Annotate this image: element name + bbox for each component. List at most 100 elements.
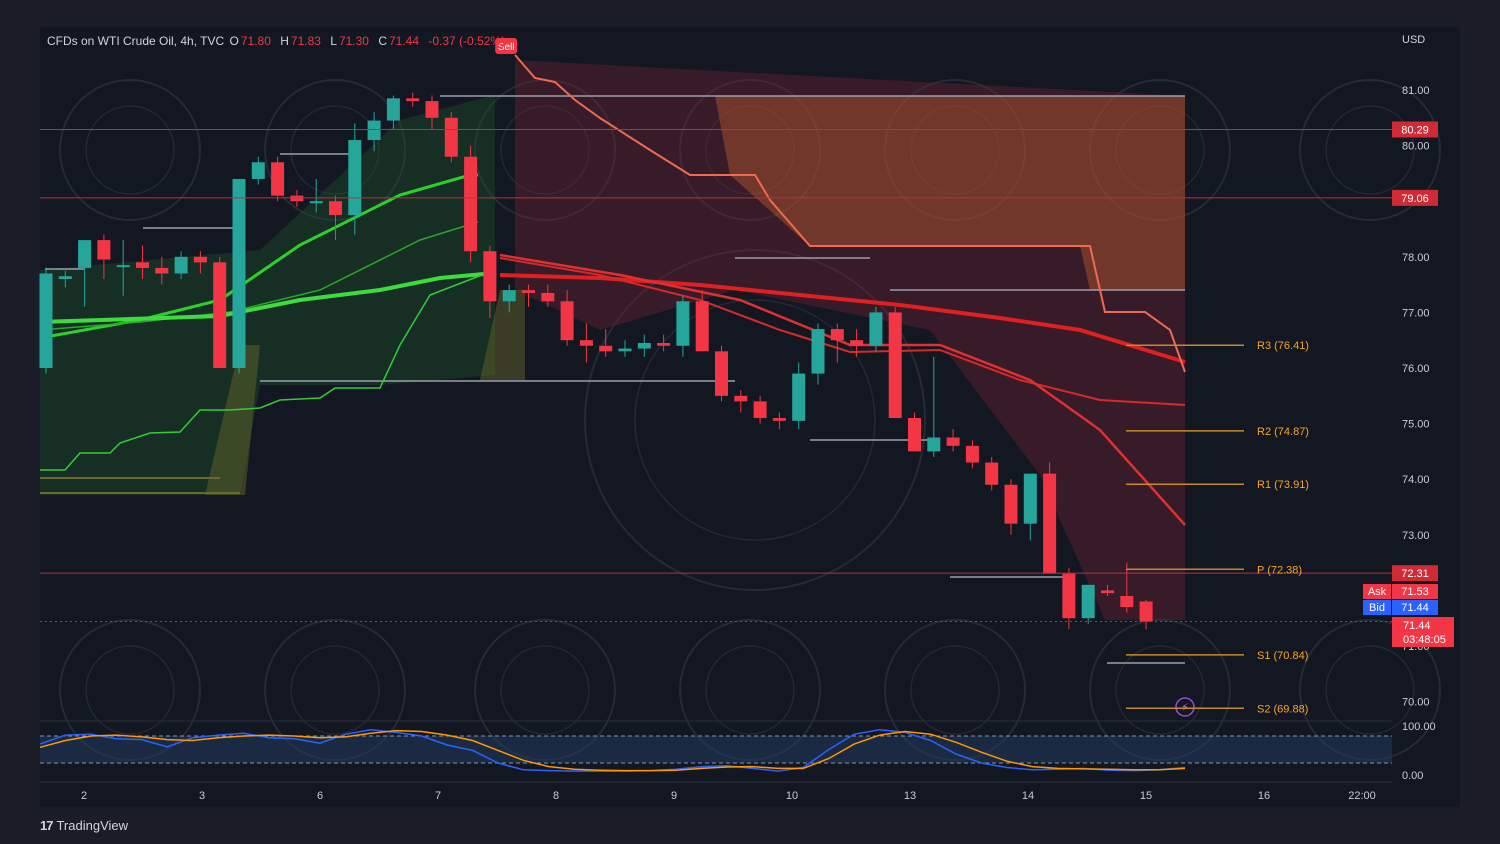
change-value: -0.37 (-0.52%) xyxy=(428,34,506,48)
pivot-label-r2: R2 (74.87) xyxy=(1257,426,1309,438)
candle-body xyxy=(271,162,285,196)
watermark-ring-inner xyxy=(290,105,380,195)
ema-slow-green-line xyxy=(39,271,496,324)
candle-body xyxy=(869,312,883,346)
watermark-ring xyxy=(884,79,1026,221)
bid-tag-label: Bid xyxy=(1369,602,1385,614)
candle-body xyxy=(657,342,671,346)
candle-body xyxy=(676,301,690,346)
candle-body xyxy=(734,395,748,402)
candle-body xyxy=(1139,601,1153,622)
oscillator-d-line xyxy=(39,729,1186,772)
oscillator-band xyxy=(40,736,1392,763)
watermark-ring-inner xyxy=(910,105,1000,195)
ask-price-box xyxy=(1392,584,1438,599)
countdown-timer: 03:48:05 xyxy=(1403,634,1446,646)
candle-body xyxy=(599,345,613,352)
candle-body xyxy=(560,301,574,341)
x-tick-label: 3 xyxy=(199,790,205,802)
olive-zone-2 xyxy=(205,345,260,495)
watermark-ring-inner xyxy=(500,645,590,735)
oscillator-pane: 100.00 0.00 xyxy=(39,720,1436,782)
candle-body xyxy=(850,340,864,346)
watermark-ring xyxy=(59,79,201,221)
candle-body xyxy=(464,156,478,252)
pivot-label-r1: R1 (73.91) xyxy=(1257,479,1309,491)
candle-body xyxy=(579,340,593,346)
close-label: C xyxy=(378,34,387,48)
pivot-label-s2: S2 (69.88) xyxy=(1257,703,1308,715)
bid-price-box xyxy=(1392,600,1438,615)
sell-signal-label: Sell xyxy=(498,42,515,53)
candle-body xyxy=(908,418,921,452)
candle-body xyxy=(715,351,728,396)
level-price-tag xyxy=(1392,565,1438,582)
low-value: 71.30 xyxy=(338,34,369,48)
candle-body xyxy=(348,140,362,216)
candle-body xyxy=(1081,584,1095,619)
watermark-ring-inner xyxy=(705,105,795,195)
green-cloud xyxy=(40,95,495,495)
y-tick-label: 74.00 xyxy=(1402,474,1430,486)
x-tick-label: 22:00 xyxy=(1348,790,1376,802)
candle-body xyxy=(1120,595,1134,608)
candle-body xyxy=(58,276,72,280)
candle-body xyxy=(1062,573,1076,619)
x-tick-label: 8 xyxy=(553,790,559,802)
candle-body xyxy=(329,201,342,216)
watermark-ring-inner xyxy=(1325,105,1415,195)
candle-body xyxy=(116,265,130,268)
pivot-label-p: P (72.38) xyxy=(1257,564,1302,576)
level-price-tag xyxy=(1392,189,1438,206)
levels-layer: 80.29 79.06 72.31 R3 (76.41) R2 (74.87) R1 (7… xyxy=(40,121,1438,715)
candle-body xyxy=(753,401,767,419)
y-tick-label: 73.00 xyxy=(1402,530,1430,542)
x-tick-label: 7 xyxy=(435,790,441,802)
watermark-ring-inner xyxy=(85,105,175,195)
open-label: O xyxy=(229,34,239,48)
candle-body xyxy=(772,418,786,421)
high-value: 71.83 xyxy=(290,34,321,48)
candle-body xyxy=(1004,484,1018,524)
candle-body xyxy=(695,301,709,352)
tradingview-logo-icon: 17 xyxy=(40,818,54,833)
currency-label[interactable]: USD xyxy=(1402,34,1426,46)
watermark-ring-inner xyxy=(1115,645,1205,735)
lightning-glyph: ⚡ xyxy=(1181,701,1189,714)
level-price-label: 80.29 xyxy=(1401,124,1429,136)
candle-body xyxy=(1101,590,1114,594)
y-tick-label: 75.00 xyxy=(1402,419,1430,431)
ema-mid-green-line xyxy=(39,221,479,331)
x-tick-label: 15 xyxy=(1140,790,1152,802)
candle-body xyxy=(811,329,825,374)
tradingview-branding[interactable]: 17 TradingView xyxy=(40,818,128,833)
open-value: 71.80 xyxy=(240,34,271,48)
trail-stop-green-line xyxy=(40,269,496,471)
candle-body xyxy=(541,292,555,302)
bid-price: 71.44 xyxy=(1401,602,1429,614)
watermark-ring-inner xyxy=(1115,105,1205,195)
candle-body xyxy=(425,101,439,118)
y-tick-label: 77.00 xyxy=(1402,307,1430,319)
ema-mid-red-line xyxy=(499,257,1186,406)
watermark-ring-inner xyxy=(910,645,1000,735)
candle-body xyxy=(965,445,979,463)
plot-background xyxy=(40,27,1460,807)
high-label: H xyxy=(280,34,289,48)
candle-body xyxy=(39,273,53,368)
candle-body xyxy=(174,256,188,274)
candle-body xyxy=(193,256,207,263)
level-price-label: 79.06 xyxy=(1401,193,1429,205)
osc-tick-100: 100.00 xyxy=(1402,721,1436,733)
candle-body xyxy=(1043,473,1057,574)
candle-body xyxy=(309,201,323,204)
pivot-label-r3: R3 (76.41) xyxy=(1257,340,1309,352)
x-tick-label: 6 xyxy=(317,790,323,802)
olive-zone-1 xyxy=(480,290,525,380)
x-tick-label: 14 xyxy=(1022,790,1034,802)
watermark-big-ring-inner xyxy=(634,299,876,541)
x-tick-label: 10 xyxy=(786,790,798,802)
candle-body xyxy=(985,462,999,485)
